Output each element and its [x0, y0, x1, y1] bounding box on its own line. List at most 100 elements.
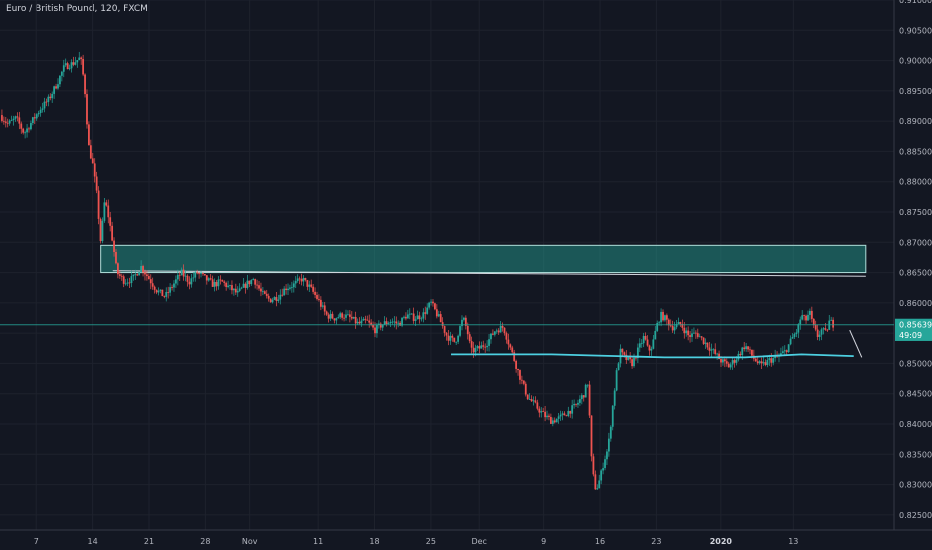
candle-body [497, 330, 500, 333]
time-axis[interactable]: 7 14 21 28 Nov 11 18 25 Dec 9 16 23 2020 13 [34, 537, 799, 546]
candle-body [178, 274, 181, 276]
candle-body [689, 335, 691, 337]
candle-body [781, 351, 784, 354]
candle-body [192, 277, 195, 279]
chart-grid [0, 0, 894, 530]
y-tick-label: 0.83500 [899, 450, 932, 459]
candle-body [439, 314, 442, 323]
candle-body [774, 355, 777, 359]
candle-body [644, 335, 647, 340]
candle-body [623, 352, 626, 355]
y-tick-label: 0.85000 [899, 359, 932, 368]
y-tick-label: 0.84500 [899, 390, 932, 399]
candle-body [638, 343, 641, 348]
candle-body [343, 317, 345, 319]
candle-body [571, 405, 574, 414]
candle-body [74, 62, 77, 65]
candle-body [677, 322, 680, 325]
candle-body [403, 316, 405, 318]
candle-body [395, 321, 398, 324]
candle-body [254, 279, 257, 285]
candle-body [590, 415, 593, 457]
candle-body [43, 101, 46, 109]
candle-body [265, 293, 268, 296]
candle-body [432, 301, 434, 304]
candle-body [167, 292, 170, 293]
candle-body [430, 301, 432, 303]
candle-body [47, 96, 50, 103]
candle-body [546, 415, 548, 418]
candle-body [57, 84, 59, 89]
candle-body [405, 316, 407, 319]
candle-body [635, 357, 637, 359]
candle-body [521, 379, 523, 381]
chart-title: Euro / British Pound, 120, FXCM [6, 4, 148, 14]
candle-body [739, 353, 742, 356]
candle-body [246, 280, 249, 288]
candle-body [729, 364, 732, 368]
candle-body [256, 284, 258, 286]
x-tick-label: 9 [541, 537, 546, 546]
candle-body [285, 288, 287, 291]
candle-body [720, 359, 722, 363]
candle-body [31, 117, 34, 124]
price-label-badge [895, 318, 932, 331]
candle-body [401, 317, 403, 326]
candle-body [613, 390, 616, 406]
candle-body [279, 294, 282, 300]
candle-body [115, 251, 117, 264]
y-tick-label: 0.86000 [899, 299, 932, 308]
candle-body [499, 325, 502, 333]
candle-body [797, 324, 800, 333]
candle-body [754, 358, 757, 362]
candle-body [263, 291, 266, 294]
candle-body [646, 339, 649, 346]
candle-body [51, 93, 54, 99]
candle-body [578, 399, 581, 403]
candle-body [277, 299, 280, 301]
candle-body [611, 405, 614, 427]
candle-body [60, 71, 63, 76]
price-axis[interactable]: 0.91000 0.90500 0.90000 0.89500 0.89000 0.885… [899, 0, 932, 520]
candle-body [642, 335, 645, 344]
candle-body [480, 345, 483, 349]
candle-body [140, 265, 143, 273]
candle-body [261, 291, 264, 293]
candle-body [352, 316, 355, 319]
candle-body [227, 285, 229, 287]
candle-body [580, 395, 583, 400]
candle-body [410, 313, 413, 315]
candle-body [725, 361, 728, 364]
candle-body [190, 278, 193, 285]
candle-body [374, 327, 376, 334]
candle-body [810, 310, 813, 319]
candle-body [12, 118, 15, 120]
candle-body [463, 317, 465, 320]
candle-body [662, 311, 664, 321]
candle-body [120, 275, 123, 277]
candle-body [667, 319, 670, 326]
candle-body [130, 276, 133, 283]
candle-body [41, 108, 44, 110]
candle-body [551, 420, 554, 424]
candle-body [522, 380, 525, 384]
candle-body [577, 402, 579, 405]
candle-body [542, 411, 545, 412]
candle-body [615, 370, 618, 391]
candle-body [461, 319, 463, 327]
candle-body [321, 305, 324, 307]
candle-body [126, 282, 129, 284]
x-tick-label: 2020 [710, 537, 733, 546]
candle-body [337, 317, 340, 319]
y-tick-label: 0.89000 [899, 117, 932, 126]
candle-body [453, 337, 456, 342]
candle-body [741, 347, 744, 356]
candle-body [345, 314, 347, 318]
candle-body [312, 286, 315, 292]
candle-body [567, 410, 570, 417]
candle-body [142, 265, 144, 273]
projection-line [849, 329, 863, 358]
candle-body [478, 346, 481, 349]
x-tick-label: Dec [471, 537, 486, 546]
